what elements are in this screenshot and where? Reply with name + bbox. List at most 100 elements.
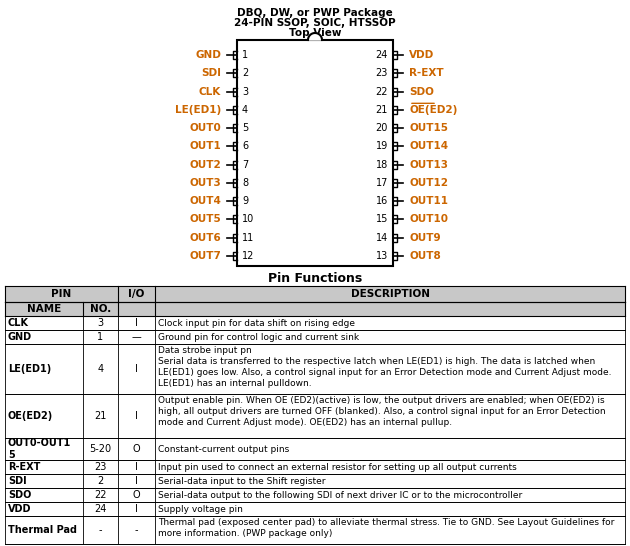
Text: 24: 24 [94, 504, 106, 514]
Text: SDI: SDI [8, 476, 26, 486]
Text: SDO: SDO [409, 87, 434, 97]
Text: 9: 9 [242, 196, 248, 206]
Text: Serial-data output to the following SDI of next driver IC or to the microcontrol: Serial-data output to the following SDI … [158, 490, 522, 500]
Polygon shape [308, 33, 322, 40]
Text: OUT1: OUT1 [189, 141, 221, 151]
Text: OE(ED2): OE(ED2) [409, 105, 457, 115]
Text: 21: 21 [94, 411, 106, 421]
Text: 23: 23 [94, 462, 106, 472]
Text: I: I [135, 411, 138, 421]
Text: R-EXT: R-EXT [409, 68, 444, 78]
Bar [5, 516, 625, 544]
Text: I: I [135, 476, 138, 486]
Text: 24-PIN SSOP, SOIC, HTSSOP: 24-PIN SSOP, SOIC, HTSSOP [234, 18, 396, 28]
Bar [5, 286, 625, 302]
Text: 2: 2 [98, 476, 103, 486]
Text: 18: 18 [375, 159, 388, 170]
Text: OUT10: OUT10 [409, 215, 448, 224]
Bar [5, 474, 625, 488]
Text: I/O: I/O [129, 289, 145, 299]
Text: 2: 2 [242, 68, 248, 78]
Text: 10: 10 [242, 215, 255, 224]
Text: Thermal Pad: Thermal Pad [8, 525, 77, 535]
Text: 13: 13 [375, 251, 388, 261]
Text: I: I [135, 462, 138, 472]
Text: -: - [99, 525, 102, 535]
Text: Clock input pin for data shift on rising edge: Clock input pin for data shift on rising… [158, 318, 355, 328]
Text: O: O [133, 490, 140, 500]
Text: OUT15: OUT15 [409, 123, 448, 133]
Text: OUT2: OUT2 [189, 159, 221, 170]
Bar [5, 302, 625, 316]
Text: -: - [135, 525, 138, 535]
Text: 8: 8 [242, 178, 248, 188]
Text: I: I [135, 318, 138, 328]
Text: PIN: PIN [52, 289, 72, 299]
Text: OUT5: OUT5 [189, 215, 221, 224]
Text: I: I [135, 504, 138, 514]
Text: OUT9: OUT9 [409, 233, 440, 243]
Text: 20: 20 [375, 123, 388, 133]
Text: Serial-data input to the Shift register: Serial-data input to the Shift register [158, 477, 326, 485]
Text: OUT7: OUT7 [189, 251, 221, 261]
Text: SDO: SDO [8, 490, 32, 500]
Text: OUT11: OUT11 [409, 196, 448, 206]
Text: LE(ED1): LE(ED1) [8, 364, 51, 374]
Text: 4: 4 [242, 105, 248, 115]
Text: OUT13: OUT13 [409, 159, 448, 170]
Text: 23: 23 [375, 68, 388, 78]
Text: 14: 14 [375, 233, 388, 243]
Text: Pin Functions: Pin Functions [268, 272, 362, 285]
Text: CLK: CLK [8, 318, 29, 328]
Text: 22: 22 [94, 490, 106, 500]
Bar [5, 460, 625, 474]
Text: Data strobe input pn
Serial data is transferred to the respective latch when LE(: Data strobe input pn Serial data is tran… [158, 346, 612, 388]
Bar [5, 502, 625, 516]
Text: 24: 24 [375, 50, 388, 60]
Text: Top View: Top View [289, 28, 341, 38]
Text: Input pin used to connect an external resistor for setting up all output current: Input pin used to connect an external re… [158, 462, 517, 472]
Text: DBQ, DW, or PWP Package: DBQ, DW, or PWP Package [237, 8, 393, 18]
Text: 22: 22 [375, 87, 388, 97]
Text: Thermal pad (exposed center pad) to alleviate thermal stress. Tie to GND. See La: Thermal pad (exposed center pad) to alle… [158, 518, 614, 538]
Text: 5: 5 [242, 123, 248, 133]
Text: GND: GND [8, 332, 32, 342]
Text: 7: 7 [242, 159, 248, 170]
Text: Constant-current output pins: Constant-current output pins [158, 444, 289, 454]
Text: SDI: SDI [201, 68, 221, 78]
Text: NAME: NAME [27, 304, 61, 314]
Text: OUT8: OUT8 [409, 251, 441, 261]
Text: 5-20: 5-20 [89, 444, 112, 454]
Text: 3: 3 [242, 87, 248, 97]
Bar [5, 344, 625, 394]
Text: 19: 19 [375, 141, 388, 151]
Text: 15: 15 [375, 215, 388, 224]
Text: LE(ED1): LE(ED1) [175, 105, 221, 115]
Text: 17: 17 [375, 178, 388, 188]
Text: I: I [135, 364, 138, 374]
Text: 3: 3 [98, 318, 103, 328]
Text: OUT0-OUT1
5: OUT0-OUT1 5 [8, 438, 71, 460]
Bar [5, 394, 625, 438]
Text: 21: 21 [375, 105, 388, 115]
Text: OUT14: OUT14 [409, 141, 448, 151]
Text: CLK: CLK [198, 87, 221, 97]
Text: 1: 1 [98, 332, 103, 342]
Text: 6: 6 [242, 141, 248, 151]
Text: R-EXT: R-EXT [8, 462, 40, 472]
Text: —: — [132, 332, 141, 342]
Text: 4: 4 [98, 364, 103, 374]
Text: Supply voltage pin: Supply voltage pin [158, 505, 243, 513]
Text: VDD: VDD [409, 50, 434, 60]
Text: 16: 16 [375, 196, 388, 206]
Bar [237, 40, 393, 266]
Bar [5, 330, 625, 344]
Text: Ground pin for control logic and current sink: Ground pin for control logic and current… [158, 333, 359, 341]
Text: 11: 11 [242, 233, 255, 243]
Text: OE(ED2): OE(ED2) [8, 411, 54, 421]
Text: OUT0: OUT0 [189, 123, 221, 133]
Text: VDD: VDD [8, 504, 32, 514]
Text: OUT12: OUT12 [409, 178, 448, 188]
Text: 12: 12 [242, 251, 255, 261]
Text: DESCRIPTION: DESCRIPTION [350, 289, 430, 299]
